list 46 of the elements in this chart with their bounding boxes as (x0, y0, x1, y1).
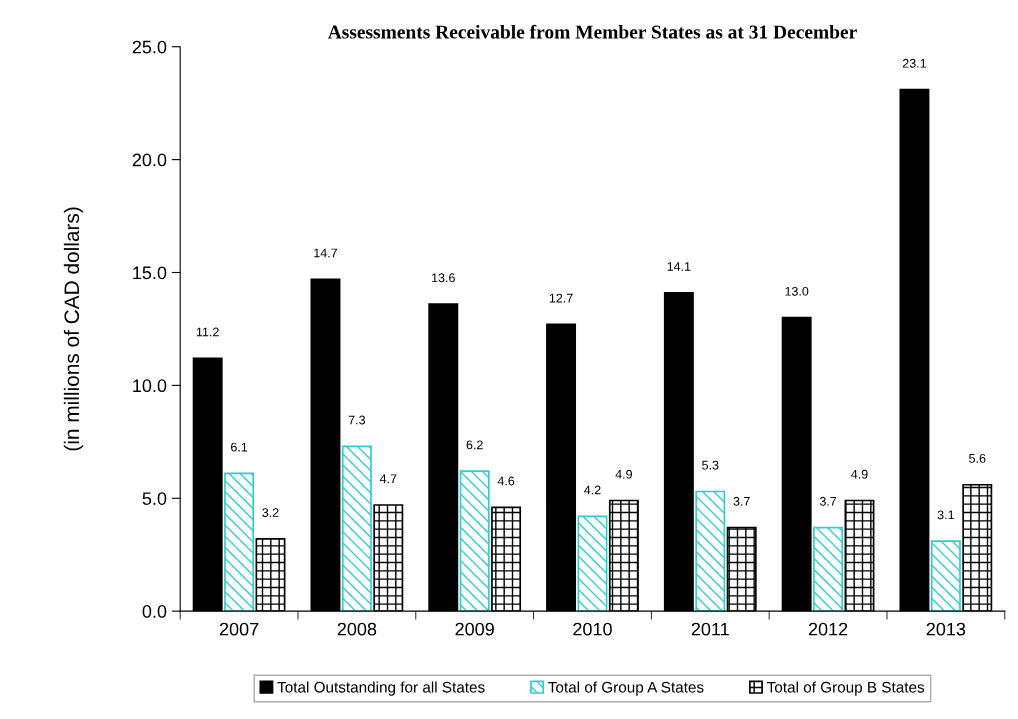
bar (341, 445, 372, 612)
data-label: 5.6 (969, 453, 986, 463)
data-label: 4.2 (584, 485, 601, 495)
data-label: 4.9 (615, 469, 632, 479)
x-tick-label: 2011 (691, 622, 729, 636)
y-tick-label: 10.0 (133, 379, 167, 393)
data-label: 6.1 (231, 442, 248, 452)
x-tick-label: 2008 (337, 622, 377, 636)
x-tick-label: 2010 (573, 622, 612, 636)
data-label: 7.3 (348, 415, 366, 425)
y-axis-title: (in millions of CAD dollars) (63, 207, 84, 451)
x-tick-label: 2007 (219, 622, 259, 636)
data-label: 14.7 (314, 248, 338, 258)
chart-title: Assessments Receivable from Member States as at 31 December (327, 24, 857, 39)
data-label: 3.2 (262, 508, 279, 517)
bar (459, 470, 490, 612)
data-label: 4.9 (851, 469, 868, 479)
legend-label: Total Outstanding for all States (277, 681, 485, 696)
data-label: 13.0 (785, 286, 809, 296)
x-tick-label: 2013 (926, 622, 966, 636)
data-label: 23.1 (902, 58, 927, 68)
bar (224, 472, 255, 612)
data-label: 3.7 (733, 496, 750, 506)
data-label: 4.7 (379, 474, 397, 483)
bar (577, 515, 608, 612)
data-label: 11.2 (196, 327, 219, 337)
bar (813, 526, 844, 612)
data-label: 14.1 (667, 262, 691, 271)
data-label: 13.6 (432, 273, 455, 283)
legend-label: Total of Group B States (767, 681, 925, 696)
data-label: 4.6 (497, 476, 515, 486)
y-tick-label: 15.0 (133, 266, 167, 280)
x-tick-label: 2009 (455, 622, 494, 636)
legend-label: Total of Group A States (548, 681, 704, 696)
bar (695, 490, 726, 612)
x-tick-label: 2012 (808, 622, 848, 636)
data-label: 6.2 (466, 440, 483, 450)
data-label: 5.3 (702, 460, 719, 470)
data-label: 3.7 (819, 496, 837, 506)
bar (930, 540, 961, 612)
y-tick-label: 20.0 (132, 153, 167, 167)
data-label: 12.7 (549, 293, 573, 303)
y-tick-label: 0.0 (142, 605, 167, 618)
y-tick-label: 25.0 (132, 40, 167, 54)
data-label: 3.1 (937, 510, 954, 520)
y-tick-label: 5.0 (142, 492, 167, 505)
